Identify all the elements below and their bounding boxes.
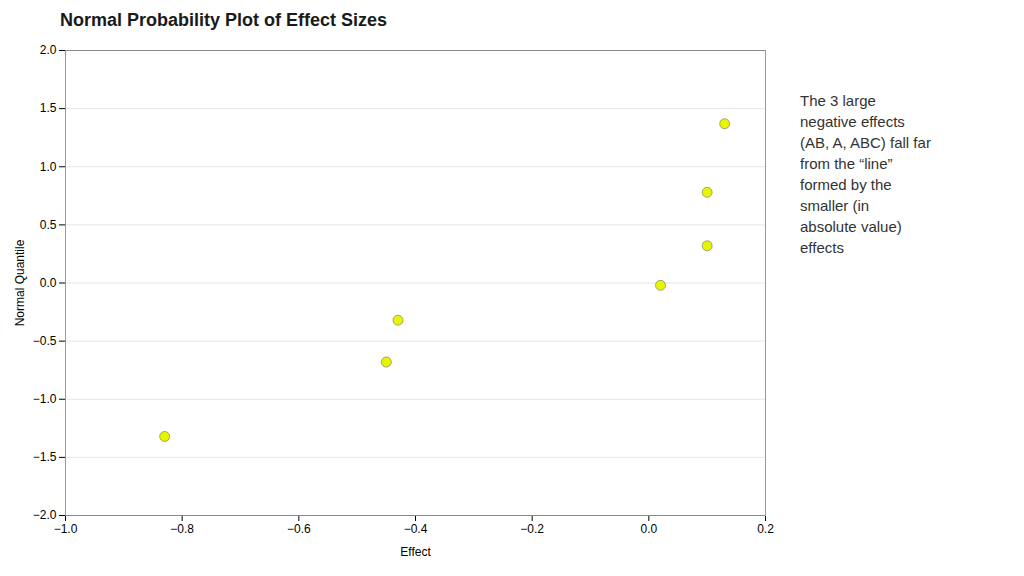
svg-text:−0.2: −0.2 [520,522,544,536]
html-text:The 3 large negative effects (: The 3 large negative effects (AB, A, ABC… [800,92,931,256]
svg-text:−2.0: −2.0 [33,508,57,522]
svg-text:−0.8: −0.8 [170,522,194,536]
svg-text:−0.5: −0.5 [33,334,57,348]
svg-text:0.5: 0.5 [40,218,57,232]
html-text:Normal Probability Plot of Eff: Normal Probability Plot of Effect Sizes [60,10,388,30]
svg-text:Effect: Effect [400,545,431,559]
svg-text:2.0: 2.0 [40,43,57,57]
svg-text:0.0: 0.0 [640,522,657,536]
svg-text:1.5: 1.5 [40,101,57,115]
svg-text:−0.4: −0.4 [404,522,428,536]
svg-text:−1.0: −1.0 [54,522,78,536]
svg-text:−1.0: −1.0 [33,392,57,406]
svg-text:0.0: 0.0 [40,276,57,290]
svg-text:0.2: 0.2 [757,522,774,536]
svg-text:Normal Quantile: Normal Quantile [13,239,27,326]
svg-text:−1.5: −1.5 [33,450,57,464]
svg-text:1.0: 1.0 [40,160,57,174]
svg-text:−0.6: −0.6 [287,522,311,536]
